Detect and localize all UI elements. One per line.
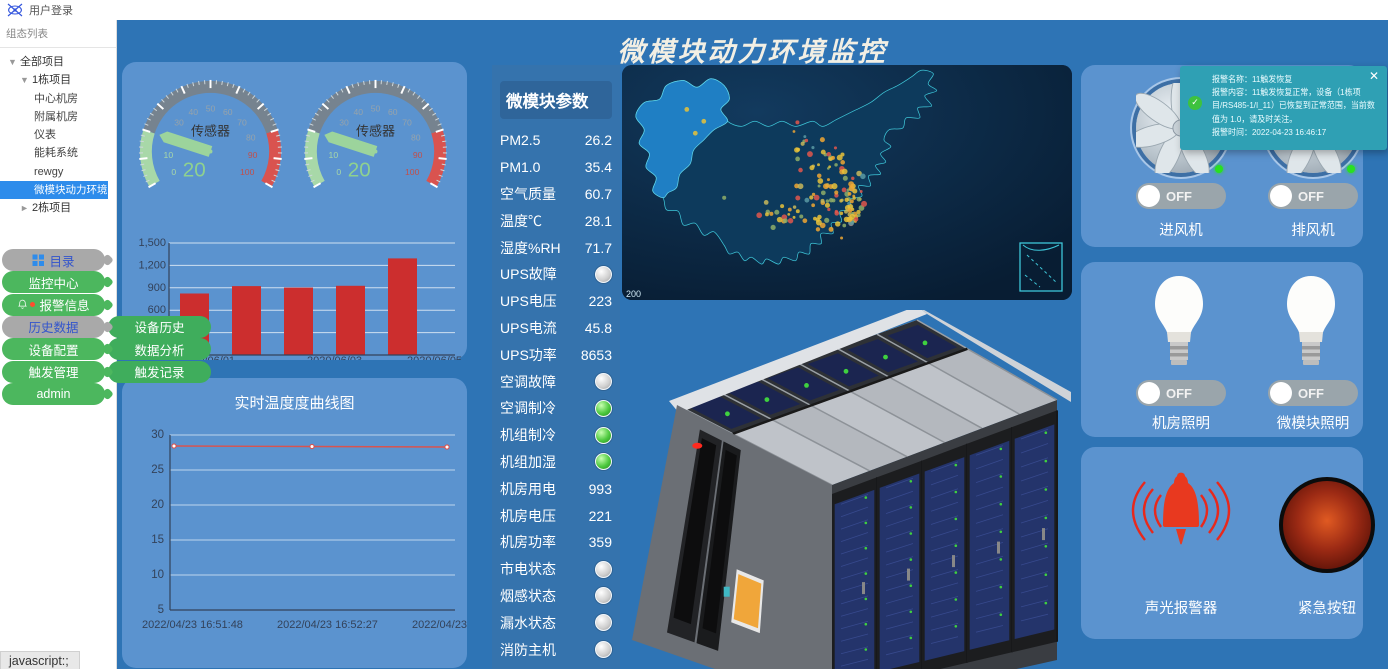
svg-text:60: 60 (223, 107, 233, 117)
svg-text:200: 200 (626, 289, 641, 299)
svg-text:传感器: 传感器 (356, 123, 395, 138)
svg-text:30: 30 (174, 117, 184, 127)
svg-text:2022/04/23 16:52:27: 2022/04/23 16:52:27 (277, 619, 378, 631)
svg-text:2020/06/05: 2020/06/05 (407, 355, 462, 360)
svg-text:40: 40 (353, 107, 363, 117)
svg-text:10: 10 (151, 569, 164, 581)
svg-text:90: 90 (413, 150, 423, 160)
svg-text:20: 20 (151, 499, 164, 511)
svg-text:80: 80 (246, 133, 256, 143)
svg-text:60: 60 (388, 107, 398, 117)
svg-text:20: 20 (183, 159, 206, 182)
svg-text:40: 40 (188, 107, 198, 117)
svg-text:30: 30 (339, 117, 349, 127)
svg-text:70: 70 (402, 117, 412, 127)
svg-text:2022/04/23 16:51:48: 2022/04/23 16:51:48 (142, 619, 243, 631)
svg-text:15: 15 (151, 534, 164, 546)
svg-text:10: 10 (329, 150, 339, 160)
svg-text:30: 30 (151, 429, 164, 441)
svg-text:70: 70 (237, 117, 247, 127)
svg-text:1,500: 1,500 (138, 237, 166, 249)
svg-text:0: 0 (336, 167, 341, 177)
svg-text:100: 100 (240, 167, 255, 177)
svg-text:5: 5 (158, 604, 164, 616)
svg-text:0: 0 (171, 167, 176, 177)
svg-text:80: 80 (411, 133, 421, 143)
svg-text:90: 90 (248, 150, 258, 160)
svg-text:传感器: 传感器 (191, 123, 230, 138)
svg-text:2020/06/03: 2020/06/03 (307, 355, 362, 360)
svg-text:20: 20 (348, 159, 371, 182)
svg-text:10: 10 (164, 150, 174, 160)
svg-text:50: 50 (371, 103, 381, 113)
svg-text:100: 100 (405, 167, 420, 177)
svg-text:25: 25 (151, 464, 164, 476)
svg-text:2022/04/23 16:5: 2022/04/23 16:5 (412, 619, 467, 631)
svg-text:50: 50 (206, 103, 216, 113)
